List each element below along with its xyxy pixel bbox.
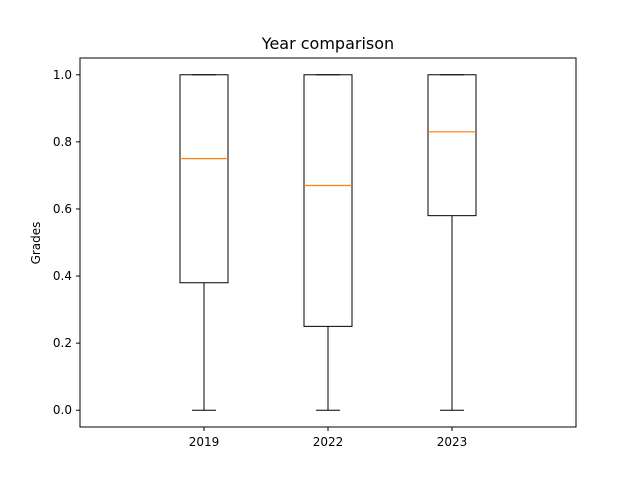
y-tick-label: 0.6 [53,202,72,216]
x-tick-label: 2019 [189,435,220,449]
y-axis-label: Grades [29,222,43,265]
y-tick-label: 0.0 [53,403,72,417]
y-tick-label: 1.0 [53,68,72,82]
y-tick-label: 0.4 [53,269,72,283]
y-tick-label: 0.2 [53,336,72,350]
x-tick-label: 2023 [437,435,468,449]
plot-area: 0.0 0.2 0.4 0.6 0.8 1.0 2019 2022 2023 [53,68,477,449]
chart-title: Year comparison [261,34,394,53]
box-2023 [427,74,477,217]
box-2022 [303,74,353,327]
box-2019 [179,74,229,284]
y-tick-label: 0.8 [53,135,72,149]
axes-frame [79,57,577,428]
x-tick-label: 2022 [313,435,344,449]
